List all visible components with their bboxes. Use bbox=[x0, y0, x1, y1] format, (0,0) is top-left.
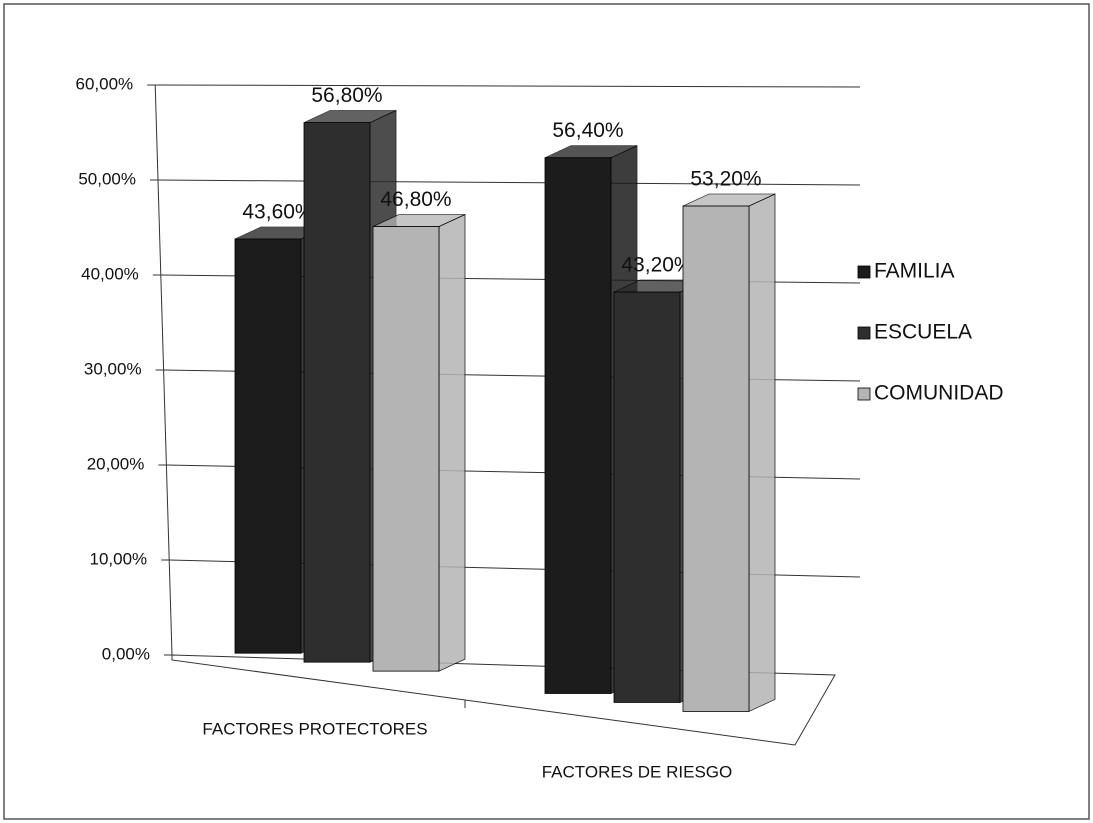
legend-label: COMUNIDAD bbox=[874, 382, 1004, 405]
y-tick-label: 10,00% bbox=[90, 549, 148, 568]
legend-label: ESCUELA bbox=[874, 321, 972, 344]
data-label: 46,80% bbox=[380, 188, 451, 211]
y-tick-label: 20,00% bbox=[87, 454, 145, 473]
data-label: 43,20% bbox=[621, 254, 692, 277]
bar-side bbox=[748, 193, 776, 713]
data-label: 56,40% bbox=[552, 119, 623, 142]
bar bbox=[682, 205, 750, 712]
bar bbox=[372, 226, 440, 672]
data-label: 56,80% bbox=[311, 84, 382, 107]
y-tick-label: 60,00% bbox=[76, 74, 134, 93]
legend-label: FAMILIA bbox=[874, 260, 955, 283]
bar-side bbox=[438, 213, 466, 672]
data-label: 43,60% bbox=[242, 201, 313, 224]
legend-swatch bbox=[857, 387, 871, 401]
x-tick-label: FACTORES PROTECTORES bbox=[202, 719, 427, 738]
bar bbox=[544, 157, 612, 694]
x-tick-label: FACTORES DE RIESGO bbox=[542, 762, 733, 781]
bar bbox=[613, 291, 681, 703]
grid-line bbox=[155, 84, 861, 88]
bar bbox=[303, 122, 371, 663]
legend-swatch bbox=[857, 326, 871, 340]
y-tick-label: 0,00% bbox=[102, 644, 150, 663]
y-tick-label: 30,00% bbox=[84, 359, 142, 378]
y-axis bbox=[154, 84, 173, 656]
legend-swatch bbox=[857, 265, 871, 279]
y-tick-label: 50,00% bbox=[78, 169, 136, 188]
grid-line bbox=[157, 179, 861, 186]
y-tick-label: 40,00% bbox=[81, 264, 139, 283]
bar bbox=[234, 238, 302, 654]
data-label: 53,20% bbox=[690, 168, 761, 191]
